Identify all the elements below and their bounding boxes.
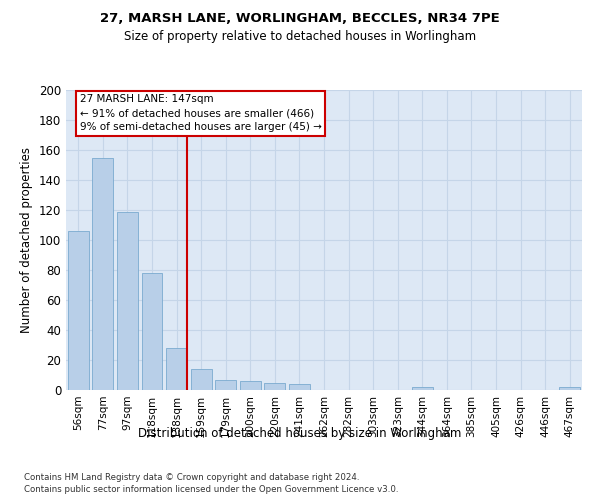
Text: Distribution of detached houses by size in Worlingham: Distribution of detached houses by size … — [139, 428, 461, 440]
Bar — [240, 381, 261, 390]
Bar — [117, 212, 138, 390]
Bar — [215, 380, 236, 390]
Bar — [191, 369, 212, 390]
Text: Size of property relative to detached houses in Worlingham: Size of property relative to detached ho… — [124, 30, 476, 43]
Y-axis label: Number of detached properties: Number of detached properties — [20, 147, 33, 333]
Bar — [166, 348, 187, 390]
Bar — [412, 387, 433, 390]
Bar — [68, 231, 89, 390]
Bar — [289, 384, 310, 390]
Bar — [92, 158, 113, 390]
Text: Contains public sector information licensed under the Open Government Licence v3: Contains public sector information licen… — [24, 485, 398, 494]
Text: Contains HM Land Registry data © Crown copyright and database right 2024.: Contains HM Land Registry data © Crown c… — [24, 472, 359, 482]
Text: 27 MARSH LANE: 147sqm
← 91% of detached houses are smaller (466)
9% of semi-deta: 27 MARSH LANE: 147sqm ← 91% of detached … — [80, 94, 322, 132]
Bar — [559, 387, 580, 390]
Bar — [265, 382, 286, 390]
Bar — [142, 273, 163, 390]
Text: 27, MARSH LANE, WORLINGHAM, BECCLES, NR34 7PE: 27, MARSH LANE, WORLINGHAM, BECCLES, NR3… — [100, 12, 500, 26]
